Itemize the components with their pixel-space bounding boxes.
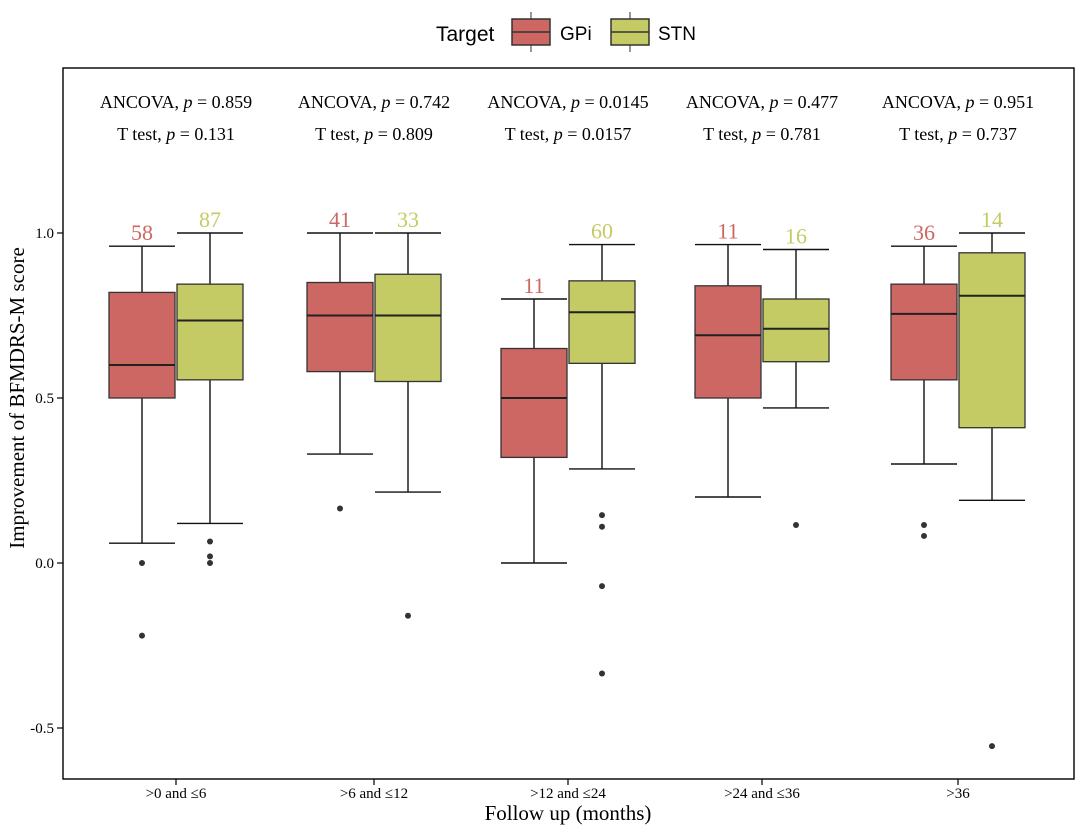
ancova-annotation: ANCOVA, p = 0.742 xyxy=(298,92,450,112)
outlier-point xyxy=(793,522,799,529)
x-tick-label: >0 and ≤6 xyxy=(146,786,207,802)
ancova-annotation: ANCOVA, p = 0.0145 xyxy=(487,92,648,112)
box-iqr xyxy=(958,252,1026,429)
ancova-annotation: ANCOVA, p = 0.859 xyxy=(100,92,252,112)
sample-size-label: 11 xyxy=(717,219,738,244)
box-iqr xyxy=(374,273,442,383)
legend-label-stn: STN xyxy=(658,24,696,45)
legend: Target GPi STN xyxy=(436,12,696,52)
x-axis: >0 and ≤6 >6 and ≤12 >12 and ≤24 >24 and ≤3… xyxy=(146,779,970,802)
plot-panel xyxy=(62,67,1075,780)
x-tick-label: >24 and ≤36 xyxy=(724,786,800,802)
outlier-point xyxy=(139,560,145,566)
stat-annotations: ANCOVA, p = 0.859 T test, p = 0.131 ANCOVA… xyxy=(100,92,1034,144)
sample-size-label: 87 xyxy=(199,207,221,232)
x-tick-label: >6 and ≤12 xyxy=(340,786,408,802)
x-tick-label: >36 xyxy=(946,786,970,802)
box-iqr xyxy=(694,285,762,399)
y-tick-label: -0.5 xyxy=(30,721,54,737)
y-tick-label: 1.0 xyxy=(35,226,54,242)
box-stn: 33 xyxy=(374,207,442,619)
box-gpi: 41 xyxy=(306,207,374,512)
box-stn: 14 xyxy=(958,207,1026,750)
x-tick-label: >12 and ≤24 xyxy=(530,786,606,802)
sample-size-label: 16 xyxy=(785,224,807,249)
y-tick-label: 0.5 xyxy=(35,391,54,407)
box-gpi: 11 xyxy=(500,273,568,564)
outlier-point xyxy=(337,505,343,512)
ancova-annotation: ANCOVA, p = 0.951 xyxy=(882,92,1034,112)
box-gpi: 36 xyxy=(890,220,958,539)
box-iqr xyxy=(762,298,830,363)
sample-size-label: 14 xyxy=(981,207,1003,232)
box-iqr xyxy=(176,283,244,381)
legend-title: Target xyxy=(436,23,495,46)
sample-size-label: 60 xyxy=(591,219,613,244)
sample-size-label: 41 xyxy=(329,207,351,232)
ttest-annotation: T test, p = 0.737 xyxy=(899,124,1017,144)
box-iqr xyxy=(500,347,568,459)
box-stn: 60 xyxy=(568,219,636,677)
outlier-point xyxy=(599,523,605,530)
box-iqr xyxy=(568,280,636,365)
ttest-annotation: T test, p = 0.0157 xyxy=(505,124,632,144)
y-tick-label: 0.0 xyxy=(35,556,54,572)
outlier-point xyxy=(405,612,411,619)
ancova-annotation: ANCOVA, p = 0.477 xyxy=(686,92,838,112)
legend-entry-stn: STN xyxy=(610,12,696,52)
box-gpi: 11 xyxy=(694,219,762,498)
outlier-point xyxy=(921,532,927,539)
box-iqr xyxy=(306,281,374,373)
outlier-point xyxy=(139,632,145,639)
outlier-point xyxy=(599,670,605,677)
x-axis-title: Follow up (months) xyxy=(485,801,652,825)
sample-size-label: 33 xyxy=(397,207,419,232)
ttest-annotation: T test, p = 0.809 xyxy=(315,124,433,144)
y-axis-title: Improvement of BFMDRS-M score xyxy=(5,247,29,549)
outlier-point xyxy=(207,553,213,560)
ttest-annotation: T test, p = 0.131 xyxy=(117,124,235,144)
box-iqr xyxy=(108,291,176,399)
outlier-point xyxy=(599,512,605,519)
sample-size-label: 11 xyxy=(523,273,544,298)
sample-size-label: 58 xyxy=(131,220,153,245)
box-iqr xyxy=(890,283,958,381)
box-stn: 87 xyxy=(176,207,244,566)
legend-entry-gpi: GPi xyxy=(511,12,592,52)
y-axis: -0.5 0.0 0.5 1.0 xyxy=(30,226,63,737)
sample-size-label: 36 xyxy=(913,220,935,245)
box-gpi: 58 xyxy=(108,220,176,639)
outlier-point xyxy=(207,560,213,566)
outlier-point xyxy=(989,743,995,750)
outlier-point xyxy=(921,522,927,529)
ttest-annotation: T test, p = 0.781 xyxy=(703,124,821,144)
outlier-point xyxy=(599,583,605,590)
legend-label-gpi: GPi xyxy=(560,24,592,45)
box-series: 58 41 11 11 36 87 33 60 16 14 xyxy=(108,207,1026,750)
outlier-point xyxy=(207,538,213,545)
box-stn: 16 xyxy=(762,224,830,529)
